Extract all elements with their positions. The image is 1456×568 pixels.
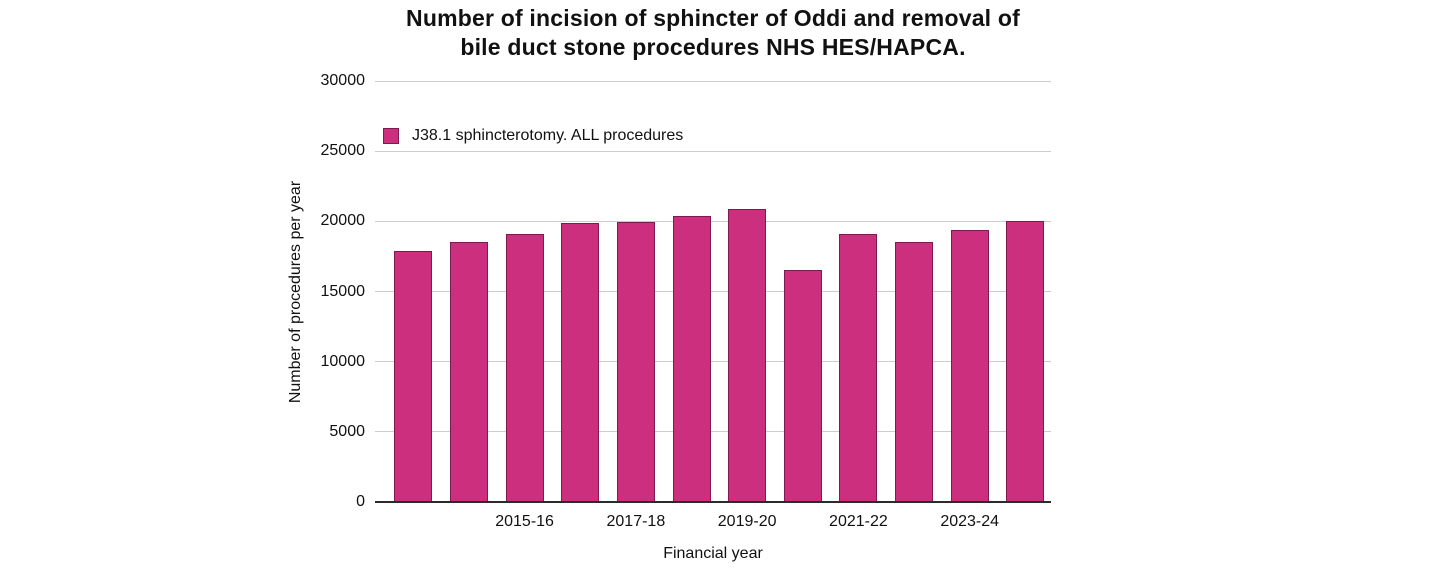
bar-2019-20 bbox=[728, 209, 767, 502]
y-tick-10000: 10000 bbox=[320, 352, 366, 370]
chart-title-line1: Number of incision of sphincter of Oddi … bbox=[406, 5, 1020, 31]
y-tick-15000: 15000 bbox=[320, 282, 366, 300]
chart-title-line2: bile duct stone procedures NHS HES/HAPCA… bbox=[460, 34, 966, 60]
bar-2013-14 bbox=[394, 250, 433, 502]
x-tick-2019-20: 2019-20 bbox=[717, 513, 777, 530]
x-tick-2015-16: 2015-16 bbox=[495, 513, 554, 530]
x-axis-title: Financial year bbox=[663, 545, 763, 562]
x-tick-2021-22: 2021-22 bbox=[829, 513, 888, 530]
y-tick-30000: 30000 bbox=[320, 72, 366, 89]
bar-2024-25 bbox=[1006, 220, 1045, 502]
bar-2015-16 bbox=[505, 233, 544, 502]
x-tick-2017-18: 2017-18 bbox=[606, 513, 666, 530]
gridline-15000 bbox=[375, 291, 1051, 292]
gridline-20000 bbox=[375, 220, 1051, 222]
plot-area: J38.1 sphincterotomy. ALL procedures bbox=[375, 80, 1051, 503]
y-tick-25000: 25000 bbox=[320, 142, 366, 160]
x-tick-2023-24: 2023-24 bbox=[940, 513, 1000, 530]
legend-swatch-icon bbox=[383, 128, 399, 144]
bar-2017-18 bbox=[616, 222, 655, 502]
bar-2021-22 bbox=[839, 233, 878, 502]
x-axis-line bbox=[375, 501, 1051, 503]
bar-2016-17 bbox=[561, 222, 600, 502]
bar-2020-21 bbox=[783, 270, 822, 502]
y-tick-20000: 20000 bbox=[320, 212, 366, 230]
gridline-10000 bbox=[375, 361, 1051, 363]
bar-2022-23 bbox=[895, 242, 934, 502]
bar-2014-15 bbox=[449, 242, 488, 502]
chart-title: Number of incision of sphincter of Oddi … bbox=[375, 4, 1051, 62]
bar-2018-19 bbox=[672, 216, 711, 502]
gridline-30000 bbox=[375, 80, 1051, 82]
gridline-25000 bbox=[375, 150, 1051, 152]
y-tick-5000: 5000 bbox=[329, 422, 365, 440]
bar-2023-24 bbox=[950, 229, 989, 502]
gridline-5000 bbox=[375, 431, 1051, 433]
y-tick-0: 0 bbox=[356, 493, 365, 510]
legend: J38.1 sphincterotomy. ALL procedures bbox=[383, 127, 683, 145]
legend-label: J38.1 sphincterotomy. ALL procedures bbox=[412, 127, 684, 144]
